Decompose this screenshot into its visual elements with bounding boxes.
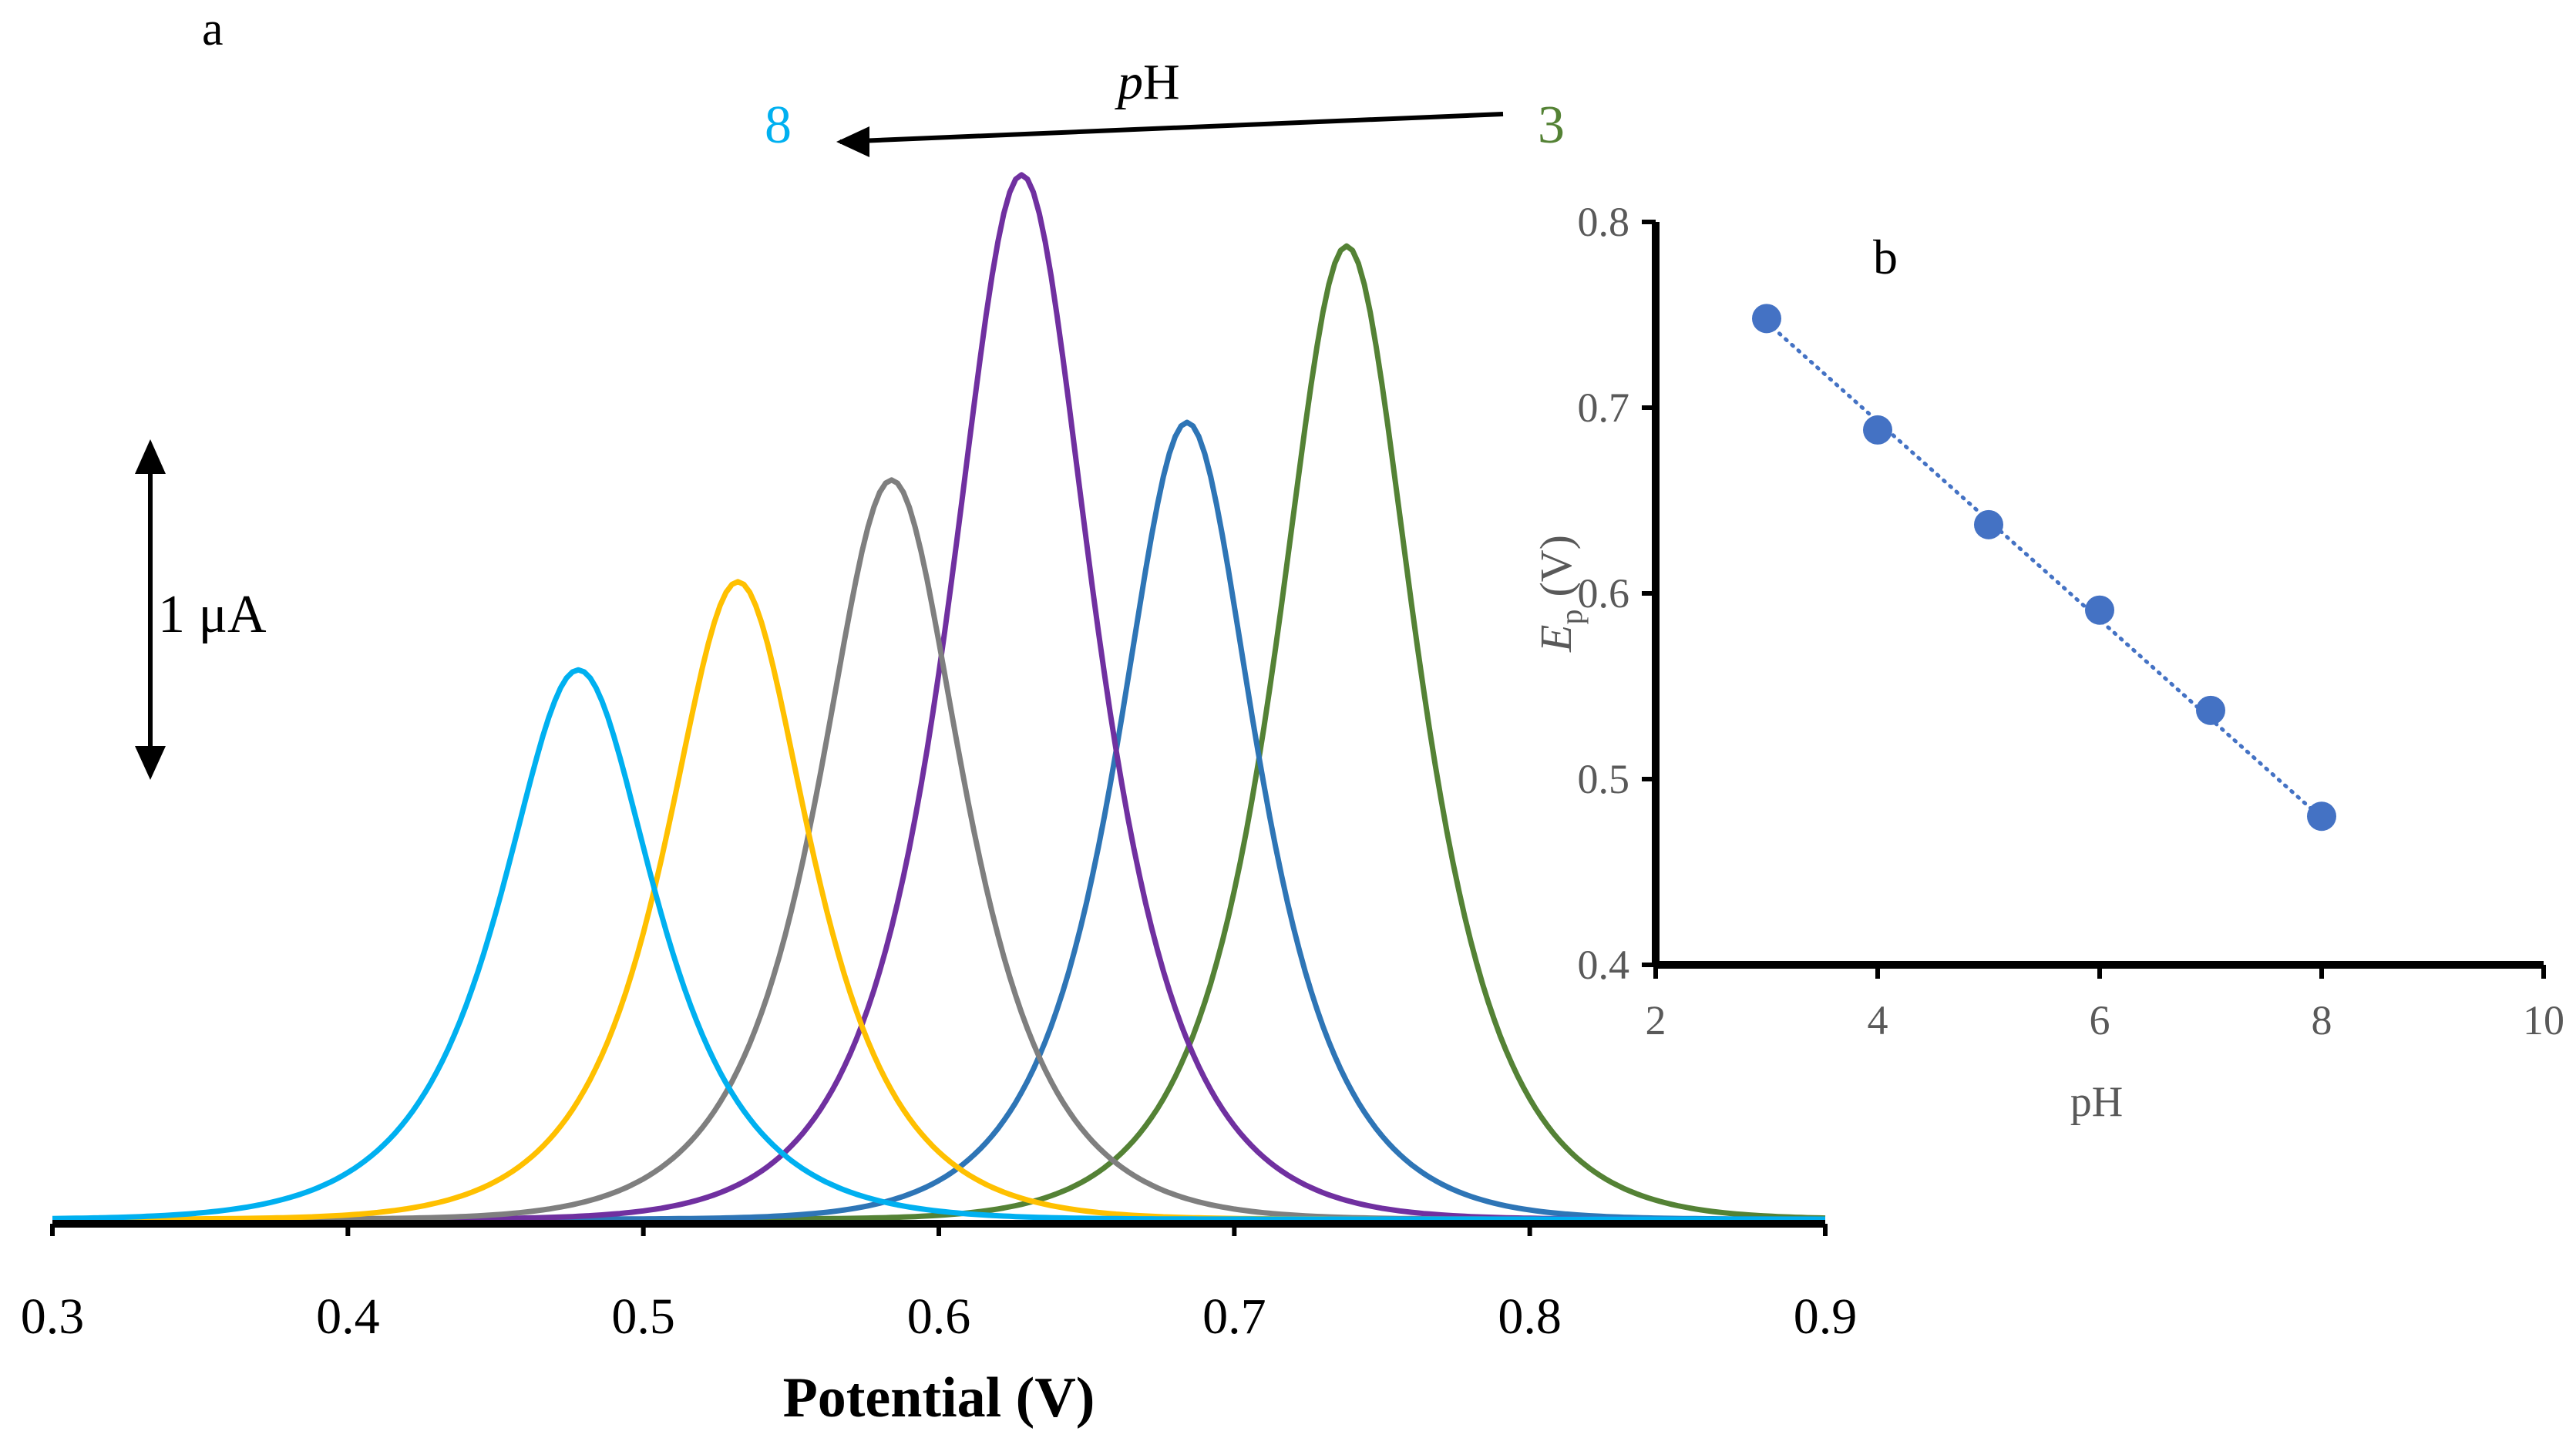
- panel-b-y-tick-label: 0.8: [1578, 199, 1630, 245]
- voltammogram-ph-8: [52, 667, 1825, 1222]
- panel-b-x-tick-label: 8: [2312, 997, 2332, 1043]
- panel-b-y-tick-label: 0.7: [1578, 385, 1630, 431]
- panel-b-y-tick-label: 0.4: [1578, 942, 1630, 988]
- panel-b-x-axis-title: pH: [2070, 1078, 2123, 1126]
- panel-a-x-tick-label: 0.4: [316, 1288, 380, 1345]
- panel-b-point-ph-5: [1974, 509, 2003, 539]
- panel-a-x-tick-label: 0.6: [907, 1288, 971, 1345]
- voltammogram-series: [52, 172, 1826, 1222]
- panel-b-x-tick-label: 2: [1646, 997, 1666, 1043]
- ph-arrow-annotation: pH 3 8: [765, 54, 1565, 157]
- scale-bar-label: 1 μA: [158, 585, 267, 644]
- panel-b-x-tick-label: 10: [2523, 997, 2564, 1043]
- panel-b-y-tick-label: 0.5: [1578, 756, 1630, 802]
- current-scale-bar: 1 μA: [135, 439, 267, 780]
- scale-bar-arrow-down: [135, 746, 166, 780]
- panel-a: a pH 3 8 1 μA 0.3 0.4 0.5 0.6 0.7 0.8 0.9 Pote…: [21, 3, 1858, 1430]
- panel-b-point-ph-8: [2307, 801, 2336, 832]
- panel-b-x-tick-label: 6: [2090, 997, 2110, 1043]
- panel-b: b 0.4 0.5 0.6 0.7 0.8 2 4 6 8 10 Ep(V) pH: [1531, 199, 2564, 1126]
- ph-arrow: [839, 112, 1504, 144]
- ph-arrowhead: [836, 126, 869, 157]
- panel-b-point-ph-6: [2085, 595, 2114, 625]
- panel-b-linear-fit: [1764, 320, 2324, 821]
- voltammogram-ph-3: [52, 243, 1826, 1222]
- panel-b-point-ph-7: [2196, 695, 2225, 725]
- panel-b-point-ph-3: [1752, 304, 1781, 334]
- panel-a-label: a: [202, 3, 224, 55]
- panel-a-x-tick-label: 0.9: [1794, 1288, 1858, 1345]
- panel-b-points: [1752, 304, 2336, 832]
- panel-a-x-axis-title: Potential (V): [783, 1366, 1095, 1430]
- panel-a-x-tick-label: 0.7: [1202, 1288, 1266, 1345]
- ph-start-label: 3: [1538, 96, 1565, 155]
- ph-end-label: 8: [765, 96, 792, 155]
- panel-a-x-tick-label: 0.5: [611, 1288, 675, 1345]
- panel-b-trendline: [1764, 320, 2324, 821]
- panel-b-x-ticks: 2 4 6 8 10: [1646, 965, 2564, 1043]
- panel-b-point-ph-4: [1863, 415, 1892, 445]
- voltammogram-ph-5: [52, 172, 1825, 1222]
- scale-bar-arrow-up: [135, 439, 166, 474]
- panel-b-y-tick-label: 0.6: [1578, 570, 1630, 617]
- ph-arrow-label: pH: [1115, 54, 1180, 110]
- panel-b-y-ticks: 0.4 0.5 0.6 0.7 0.8: [1578, 199, 1656, 988]
- panel-b-x-tick-label: 4: [1868, 997, 1888, 1043]
- panel-a-x-ticks: 0.3 0.4 0.5 0.6 0.7 0.8 0.9: [21, 1224, 1858, 1345]
- panel-b-label: b: [1873, 230, 1898, 284]
- panel-b-y-axis-title: Ep(V): [1531, 535, 1589, 653]
- panel-a-x-tick-label: 0.3: [21, 1288, 85, 1345]
- panel-a-x-tick-label: 0.8: [1498, 1288, 1562, 1345]
